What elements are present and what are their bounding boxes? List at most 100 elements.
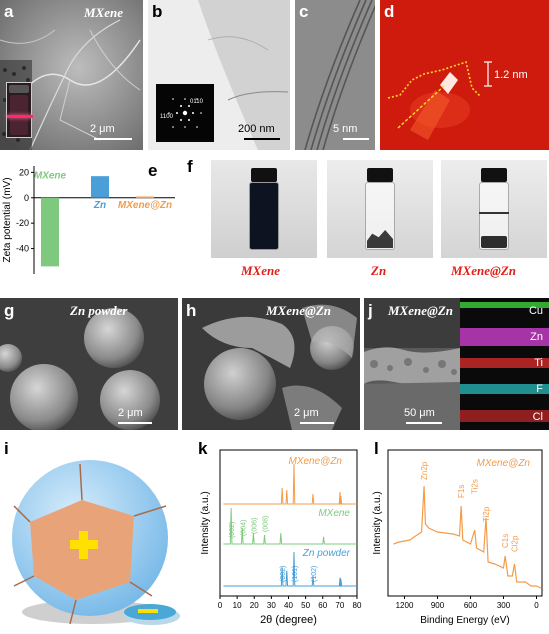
panel-letter-c: c [299, 2, 309, 21]
scale-bar [300, 422, 334, 424]
x-tick-label: 30 [267, 601, 276, 610]
scale-label: 2 μm [118, 407, 143, 419]
sem-mxene-zn-spheres [182, 298, 360, 430]
scale-bar [244, 138, 280, 140]
y-axis-label: Zeta potential (mV) [2, 177, 13, 262]
bar-label: MXene@Zn [118, 200, 172, 211]
x-tick-label: 300 [497, 601, 511, 610]
xps-peak-label: F1s [457, 485, 466, 498]
panel-letter-a: a [4, 2, 14, 21]
eds-map-cl: Cl [460, 402, 549, 430]
panel-j-label: MXene@Zn [388, 303, 453, 318]
panel-h-label: MXene@Zn [266, 303, 331, 318]
eds-map-ti: Ti [460, 350, 549, 376]
panel-letter-j: j [368, 301, 373, 320]
x-tick-label: 0 [534, 601, 539, 610]
vial-photo-mxene [211, 160, 317, 258]
series-label: MXene@Zn [288, 456, 342, 467]
saed-label-1100: 1100 [160, 114, 174, 120]
xps-peak-label: Ti2s [471, 479, 480, 494]
y-tick-label: -20 [16, 218, 29, 228]
series-label: Zn powder [302, 548, 351, 559]
scale-bar [406, 422, 442, 424]
scale-label: 200 nm [238, 123, 275, 135]
scale-label: 2 μm [294, 407, 319, 419]
tyndall-vial-inset [6, 82, 33, 138]
eds-label-cl: Cl [532, 411, 543, 423]
peak-label: (101) [292, 566, 299, 582]
x-tick-label: 1200 [396, 601, 414, 610]
panel-i-schematic: i [0, 436, 190, 634]
panel-a-sem-mxene: a MXene 2 μm [0, 0, 143, 150]
scale-bar [94, 138, 132, 140]
saed-label-0110: 0110 [190, 99, 204, 105]
vial-label-zn: Zn [371, 263, 387, 278]
bar-label: MXene [34, 171, 67, 182]
panel-g-label: Zn powder [70, 303, 128, 318]
panel-f-vials: f MXene Zn MXene@Zn [183, 156, 549, 286]
xrd-trace-1 [223, 507, 357, 545]
eds-label-zn: Zn [530, 331, 543, 343]
panel-b-tem: 0110 1100 b 200 nm [148, 0, 290, 150]
xps-title: MXene@Zn [476, 458, 530, 469]
peak-label: (006) [251, 518, 258, 534]
vial-label-mxene: MXene [241, 263, 280, 278]
peak-label: (004) [240, 520, 247, 536]
panel-letter-g: g [4, 301, 15, 320]
bar-zn [91, 176, 109, 198]
saed-inset: 0110 1100 [156, 84, 214, 142]
cross-section-sem [364, 298, 460, 430]
vial-photo-mxene-zn [441, 160, 547, 258]
afm-height-label: 1.2 nm [494, 69, 528, 81]
xps-peak-label: Zn2p [420, 461, 429, 480]
eds-label-ti: Ti [534, 357, 543, 369]
scale-label: 5 nm [333, 123, 358, 135]
bar-label: Zn [93, 200, 106, 211]
panel-letter-l: l [374, 439, 379, 458]
peak-label: (002) [229, 522, 236, 538]
hrtem-texture [295, 0, 375, 150]
peak-label: (008) [263, 516, 270, 532]
scale-bar [118, 422, 152, 424]
x-tick-label: 10 [233, 601, 242, 610]
eds-map-f: F [460, 376, 549, 402]
xps-peak-label: C1s [501, 534, 510, 548]
series-label: MXene [318, 508, 350, 519]
y-tick-label: 20 [19, 167, 29, 177]
x-tick-label: 40 [284, 601, 293, 610]
xps-chart: 1200 900 600 300 0 Binding Energy (eV) Intensi… [372, 449, 543, 626]
y-axis-label: Intensity (a.u.) [200, 491, 211, 554]
tem-texture [148, 0, 290, 150]
xrd-trace-0 [223, 463, 357, 505]
eds-label-cu: Cu [528, 305, 543, 317]
y-tick-label: -40 [16, 244, 29, 254]
x-tick-label: 0 [218, 601, 223, 610]
x-tick-label: 900 [431, 601, 445, 610]
peak-label: (102) [311, 566, 318, 582]
panel-g-sem-zn-powder: g Zn powder 2 μm [0, 298, 178, 430]
eds-map-zn: Zn [460, 324, 549, 350]
panel-letter-d: d [384, 2, 395, 21]
y-tick-label: 0 [24, 193, 29, 203]
panel-j-eds-mapping: Cu Zn Ti F Cl j MXene@Zn 50 μm [364, 298, 549, 430]
xrd-chart: 0 10 20 30 40 50 60 70 80 2θ (degree) Intensity (a… [200, 449, 362, 626]
x-tick-label: 600 [464, 601, 478, 610]
panel-letter-i: i [4, 439, 9, 458]
afm-image: 1.2 nm [380, 0, 549, 150]
plot-frame [387, 449, 543, 597]
x-tick-label: 60 [318, 601, 327, 610]
panel-e-zeta-chart: 20 0 -20 -40 Zeta potential (mV) MXene Zn MXene… [0, 156, 180, 286]
xps-peak-label: Ti2p [482, 506, 491, 522]
panel-h-sem-mxene-zn: h MXene@Zn 2 μm [182, 298, 360, 430]
x-tick-label: 20 [250, 601, 259, 610]
panel-letter-k: k [198, 439, 208, 458]
panel-l-xps-chart: 1200 900 600 300 0 Binding Energy (eV) Intensi… [370, 436, 549, 634]
panel-letter-h: h [186, 301, 197, 320]
eds-map-cu: Cu [460, 298, 549, 324]
x-axis-label: Binding Energy (eV) [420, 615, 510, 626]
vial-label-mxene-zn: MXene@Zn [451, 263, 516, 278]
xps-peak-label: Cl2p [511, 535, 520, 552]
xrd-trace-2 [223, 551, 357, 587]
panel-letter-e: e [148, 161, 158, 180]
peak-label: (002) [280, 566, 287, 582]
